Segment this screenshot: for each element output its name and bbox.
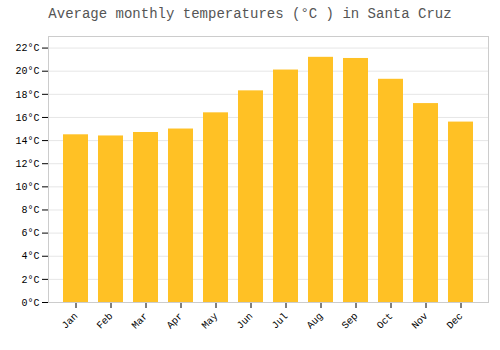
svg-text:8°C: 8°C — [21, 205, 39, 216]
svg-text:Aug: Aug — [305, 311, 326, 332]
svg-text:16°C: 16°C — [15, 113, 39, 124]
svg-text:22°C: 22°C — [15, 43, 39, 54]
svg-text:14°C: 14°C — [15, 136, 39, 147]
svg-text:Dec: Dec — [445, 311, 466, 332]
svg-text:Jun: Jun — [235, 311, 256, 332]
svg-text:6°C: 6°C — [21, 228, 39, 239]
svg-text:Feb: Feb — [95, 311, 116, 332]
svg-text:May: May — [200, 311, 221, 332]
svg-text:4°C: 4°C — [21, 251, 39, 262]
svg-text:Oct: Oct — [375, 311, 396, 332]
svg-text:10°C: 10°C — [15, 182, 39, 193]
svg-text:Sep: Sep — [340, 311, 361, 332]
svg-text:0°C: 0°C — [21, 298, 39, 309]
svg-text:Jan: Jan — [60, 311, 81, 332]
html-text:Average monthly temperatures (: Average monthly temperatures (°C ) in Sa… — [48, 6, 452, 22]
svg-text:18°C: 18°C — [15, 90, 39, 101]
svg-text:Apr: Apr — [165, 311, 186, 332]
svg-text:Nov: Nov — [410, 311, 431, 332]
svg-text:12°C: 12°C — [15, 159, 39, 170]
svg-text:Jul: Jul — [270, 311, 291, 332]
svg-text:20°C: 20°C — [15, 66, 39, 77]
svg-text:Mar: Mar — [130, 311, 151, 332]
svg-text:2°C: 2°C — [21, 275, 39, 286]
